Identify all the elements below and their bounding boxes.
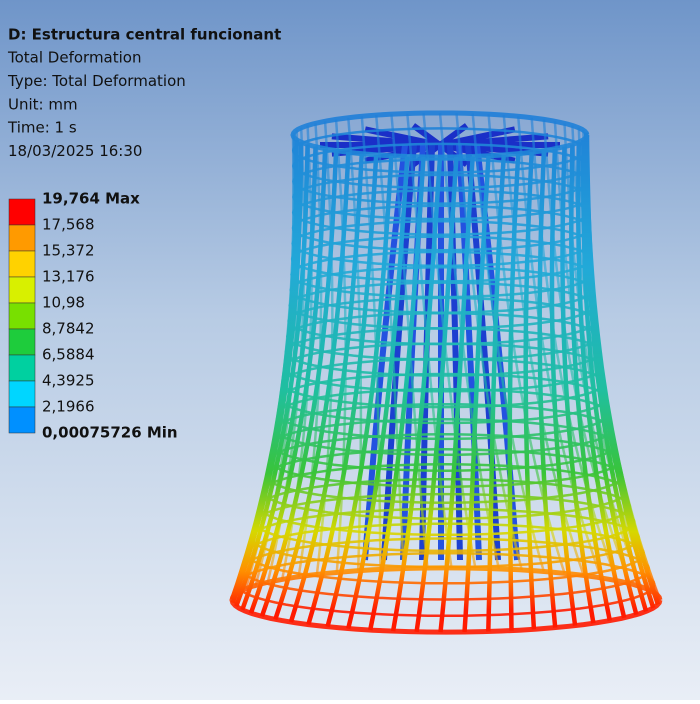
info-line: 18/03/2025 16:30 (8, 142, 142, 160)
strut (297, 123, 323, 577)
strut (406, 113, 453, 569)
info: Total Deformation Type: Total Deformation… (7, 49, 186, 161)
strut (487, 114, 566, 574)
strut (315, 121, 334, 575)
legend-band (8, 354, 36, 382)
strut (244, 132, 297, 589)
legend-band (8, 302, 36, 330)
strut (259, 150, 339, 618)
legend-label: 13,176 (42, 268, 95, 286)
core-member (381, 144, 417, 561)
legend: 19,764 Max 17,568 15,372 13,176 10,98 8,7842 6… (8, 190, 178, 442)
legend-band (8, 224, 36, 252)
strut (553, 121, 643, 588)
strut (280, 125, 313, 580)
strut (438, 112, 501, 570)
legend-band (8, 198, 36, 226)
strut (542, 119, 632, 585)
strut (334, 119, 347, 573)
strut (266, 127, 306, 583)
legend-label: 8,7842 (42, 320, 95, 338)
legend-label: 2,1966 (42, 398, 95, 416)
title: D: Estructura central funcionant (8, 26, 281, 44)
model (229, 110, 663, 635)
strut (583, 132, 661, 606)
strut (563, 123, 651, 591)
strut (288, 153, 365, 623)
legend-label: 15,372 (42, 242, 95, 260)
legend-band (8, 328, 36, 356)
legend-band (8, 380, 36, 408)
legend-label: 6,5884 (42, 346, 95, 364)
legend-label: 10,98 (42, 294, 85, 312)
legend-band (8, 276, 36, 304)
strut (273, 152, 351, 621)
legend-band (8, 250, 36, 278)
legend-label: 19,764 Max (42, 190, 140, 208)
strut (502, 114, 585, 576)
strut (530, 117, 618, 582)
strut (374, 114, 405, 569)
strut (455, 112, 524, 571)
legend-label: 17,568 (42, 216, 95, 234)
core-member (465, 144, 501, 561)
strut (347, 117, 363, 571)
info-line: Total Deformation (7, 49, 141, 67)
legend-label: 4,3925 (42, 372, 95, 390)
info-line: Type: Total Deformation (7, 72, 186, 90)
info-line: Time: 1 s (7, 119, 77, 137)
strut (360, 116, 382, 570)
info-line: Unit: mm (8, 95, 78, 113)
strut (471, 113, 546, 572)
strut (422, 112, 477, 569)
legend-band (8, 406, 36, 434)
strut (237, 134, 295, 593)
legend-label: 0,00075726 Min (42, 424, 178, 442)
strut (516, 116, 603, 579)
strut (254, 130, 300, 586)
strut (390, 114, 429, 569)
